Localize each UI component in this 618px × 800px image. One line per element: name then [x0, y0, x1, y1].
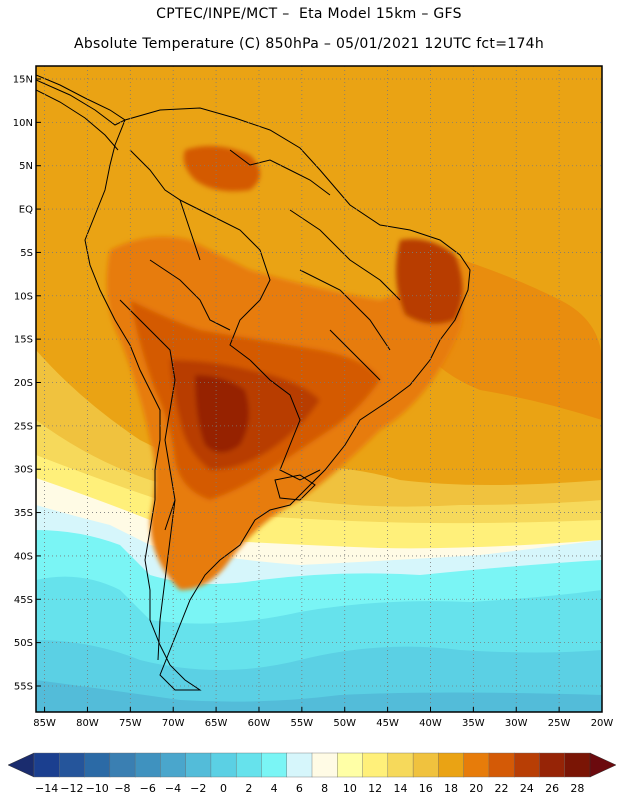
- colorbar-tick-label: 8: [321, 782, 328, 795]
- colorbar-swatch: [438, 752, 465, 778]
- lon-tick-label: 40W: [419, 718, 442, 729]
- lon-tick-label: 80W: [76, 718, 99, 729]
- lon-tick-label: 70W: [162, 718, 185, 729]
- lat-tick-label: 25S: [14, 421, 33, 432]
- colorbar-swatch: [33, 752, 60, 778]
- south-america-coastline: [84, 107, 471, 691]
- colorbar-tick-label: 6: [296, 782, 303, 795]
- colorbar-swatch: [564, 752, 591, 778]
- colorbar-swatch: [311, 752, 338, 778]
- land-core-northeast: [396, 239, 463, 324]
- lat-tick-label: 15N: [13, 75, 33, 86]
- border-argentina-chile: [157, 499, 176, 661]
- lat-tick-label: EQ: [19, 205, 33, 216]
- colorbar-tick-label: 14: [393, 782, 407, 795]
- colorbar-tick-label: 12: [368, 782, 382, 795]
- field-band-minus2: [36, 680, 602, 712]
- colorbar-tick-label: 26: [545, 782, 559, 795]
- colorbar-swatch: [362, 752, 389, 778]
- lat-tick-label: 10N: [13, 118, 33, 129]
- colorbar-swatch: [387, 752, 414, 778]
- lat-tick-label: 5N: [19, 161, 33, 172]
- border-brazil-west: [179, 199, 271, 361]
- colorbar-swatch: [84, 752, 111, 778]
- colorbar-tick-label: 18: [444, 782, 458, 795]
- colorbar-tick-label: −2: [190, 782, 206, 795]
- colorbar-tick-label: 20: [469, 782, 483, 795]
- colorbar-tick-label: 16: [419, 782, 433, 795]
- border-brazil-south: [249, 359, 321, 481]
- colorbar-tick-label: −10: [86, 782, 109, 795]
- lon-tick-label: 30W: [505, 718, 528, 729]
- colorbar-tick-label: −12: [60, 782, 83, 795]
- colorbar-tick-label: 4: [271, 782, 278, 795]
- lon-tick-label: 60W: [248, 718, 271, 729]
- uruguay-outline: [274, 474, 316, 501]
- colorbar-swatch: [488, 752, 515, 778]
- lon-tick-label: 55W: [291, 718, 314, 729]
- coastlines: [36, 74, 471, 691]
- border-colombia-venezuela: [129, 149, 201, 261]
- lon-tick-label: 35W: [462, 718, 485, 729]
- lat-tick-label: 55S: [14, 681, 33, 692]
- lon-tick-label: 25W: [548, 718, 571, 729]
- border-guianas: [229, 149, 331, 196]
- colorbar-tick-label: −14: [35, 782, 58, 795]
- lat-tick-label: 15S: [14, 335, 33, 346]
- border-brazil-states: [289, 209, 401, 381]
- colorbar-swatch: [286, 752, 313, 778]
- colorbar-swatch: [235, 752, 262, 778]
- lat-tick-label: 50S: [14, 638, 33, 649]
- lat-tick-label: 10S: [14, 291, 33, 302]
- lon-tick-label: 65W: [205, 718, 228, 729]
- lat-tick-label: 35S: [14, 508, 33, 519]
- colorbar-swatch: [412, 752, 439, 778]
- colorbar-swatch: [337, 752, 364, 778]
- chart-subtitle: Absolute Temperature (C) 850hPa – 05/01/…: [73, 36, 545, 52]
- colorbar-tick-label: 28: [570, 782, 584, 795]
- colorbar-tick-label: −6: [140, 782, 156, 795]
- colorbar-swatch: [160, 752, 187, 778]
- colorbar-swatch: [210, 752, 237, 778]
- lon-tick-label: 75W: [119, 718, 142, 729]
- colorbar-tick-label: −8: [114, 782, 130, 795]
- colorbar-tick-label: 24: [520, 782, 534, 795]
- colorbar-tick-label: 0: [220, 782, 227, 795]
- colorbar-swatch: [134, 752, 161, 778]
- chart-title: CPTEC/INPE/MCT – Eta Model 15km – GFS: [156, 6, 462, 22]
- colorbar-tick-label: 2: [245, 782, 252, 795]
- lat-tick-label: 45S: [14, 595, 33, 606]
- caribbean-coast-north: [36, 89, 119, 151]
- land-core-26: [195, 375, 249, 453]
- colorbar-swatch: [109, 752, 136, 778]
- lon-tick-label: 85W: [33, 718, 56, 729]
- colorbar-swatch: [513, 752, 540, 778]
- colorbar-swatch: [463, 752, 490, 778]
- colorbar-arrow-left: [7, 752, 35, 778]
- latitude-ticks: 15N 10N 5N EQ 5S 10S 15S 20S 25S 30S 35S 40S 45S 50S 5…: [13, 75, 41, 692]
- lat-tick-label: 30S: [14, 465, 33, 476]
- plot-frame: [35, 65, 603, 713]
- colorbar-tick-label: 10: [343, 782, 357, 795]
- land-core-north-hump: [183, 146, 260, 192]
- colorbar-tick-label: 22: [495, 782, 509, 795]
- colorbar-swatch: [185, 752, 212, 778]
- lat-tick-label: 5S: [20, 248, 33, 259]
- lon-tick-label: 45W: [376, 718, 399, 729]
- colorbar-swatch: [539, 752, 566, 778]
- longitude-ticks: 85W 80W 75W 70W 65W 60W 55W 50W 45W 40W 35W 30W 25W 2…: [33, 707, 613, 729]
- colorbar-tick-label: −4: [165, 782, 181, 795]
- colorbar-swatch: [59, 752, 86, 778]
- lat-tick-label: 20S: [14, 378, 33, 389]
- colorbar-swatch: [261, 752, 288, 778]
- lat-tick-label: 40S: [14, 551, 33, 562]
- border-peru-bolivia: [149, 259, 231, 331]
- lon-tick-label: 50W: [333, 718, 356, 729]
- colorbar: −14 −12 −10 −8 −6 −4 −2 0 2 4 6 8 10 12 14 16 18 20 22 24 26…: [7, 752, 617, 795]
- colorbar-arrow-right: [589, 752, 617, 778]
- central-america-coastline: [36, 74, 126, 126]
- lon-tick-label: 20W: [591, 718, 614, 729]
